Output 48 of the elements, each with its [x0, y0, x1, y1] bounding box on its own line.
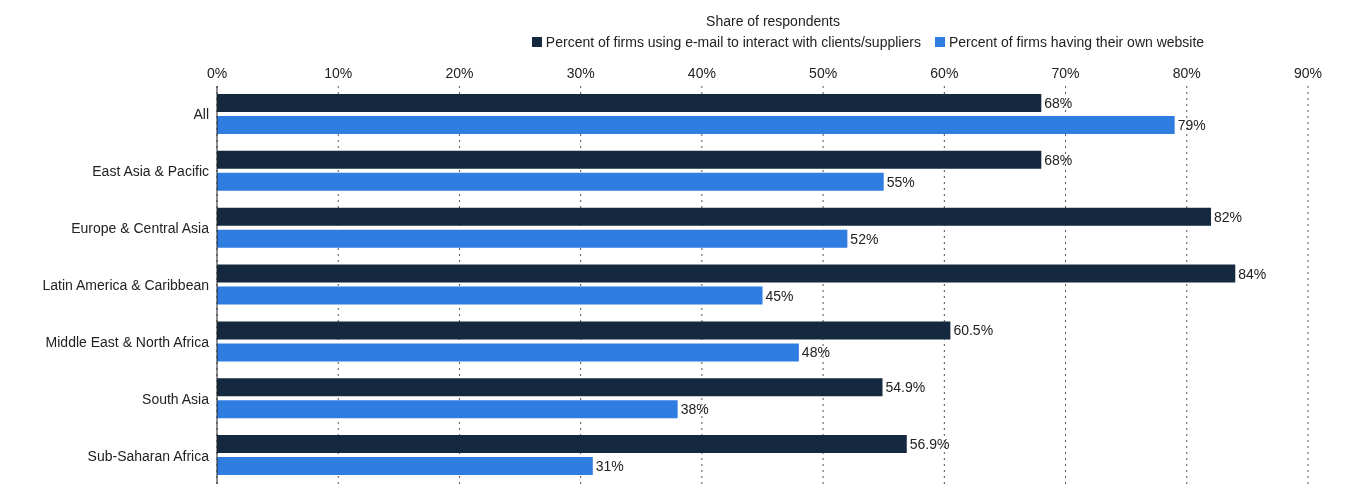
x-tick-label: 70% [1051, 65, 1080, 81]
data-label: 55% [886, 173, 915, 190]
bar [217, 321, 951, 340]
data-label: 31% [595, 458, 624, 475]
y-tick-label: Middle East & North Africa [45, 333, 210, 350]
data-label: 38% [680, 401, 709, 418]
y-tick-label: Europe & Central Asia [71, 220, 210, 237]
x-tick-label: 90% [1293, 65, 1323, 81]
x-tick-label: 0% [206, 65, 228, 81]
bar [217, 150, 1042, 169]
bar [217, 286, 763, 305]
x-tick-label: 50% [809, 65, 838, 81]
data-label: 68% [1044, 94, 1073, 111]
bar [217, 378, 883, 397]
data-label: 84% [1238, 265, 1267, 282]
data-label: 48% [801, 344, 830, 361]
bar [217, 93, 1042, 112]
x-tick-label: 20% [445, 65, 474, 81]
bar [217, 229, 848, 248]
legend-label: Percent of firms using e-mail to interact with clients/suppliers [544, 34, 921, 50]
data-label: 82% [1214, 208, 1243, 225]
bar [217, 343, 799, 362]
x-tick-label: 60% [930, 65, 959, 81]
bar [217, 115, 1175, 134]
y-tick-label: Latin America & Caribbean [42, 276, 209, 293]
legend-label: Percent of firms having their own website [947, 34, 1205, 50]
x-tick-label: 40% [687, 65, 716, 81]
data-label: 60.5% [953, 322, 994, 339]
y-tick-label: East Asia & Pacific [92, 163, 209, 180]
bar [217, 207, 1212, 226]
y-tick-label: South Asia [142, 390, 210, 407]
bar [217, 435, 907, 454]
data-label: 54.9% [885, 379, 926, 396]
y-tick-label: Sub-Saharan Africa [87, 447, 210, 464]
x-tick-label: 80% [1172, 65, 1201, 81]
data-label: 79% [1177, 116, 1206, 133]
data-label: 45% [765, 287, 794, 304]
data-label: 52% [850, 230, 879, 247]
y-tick-label: All [193, 106, 209, 123]
bar [217, 172, 884, 191]
x-tick-label: 30% [566, 65, 595, 81]
bar [217, 400, 678, 419]
bar [217, 264, 1236, 283]
data-label: 68% [1044, 151, 1073, 168]
x-axis-title: Share of respondents [705, 12, 841, 31]
data-label: 56.9% [909, 436, 950, 453]
x-tick-label: 10% [324, 65, 353, 81]
bar [217, 457, 593, 476]
